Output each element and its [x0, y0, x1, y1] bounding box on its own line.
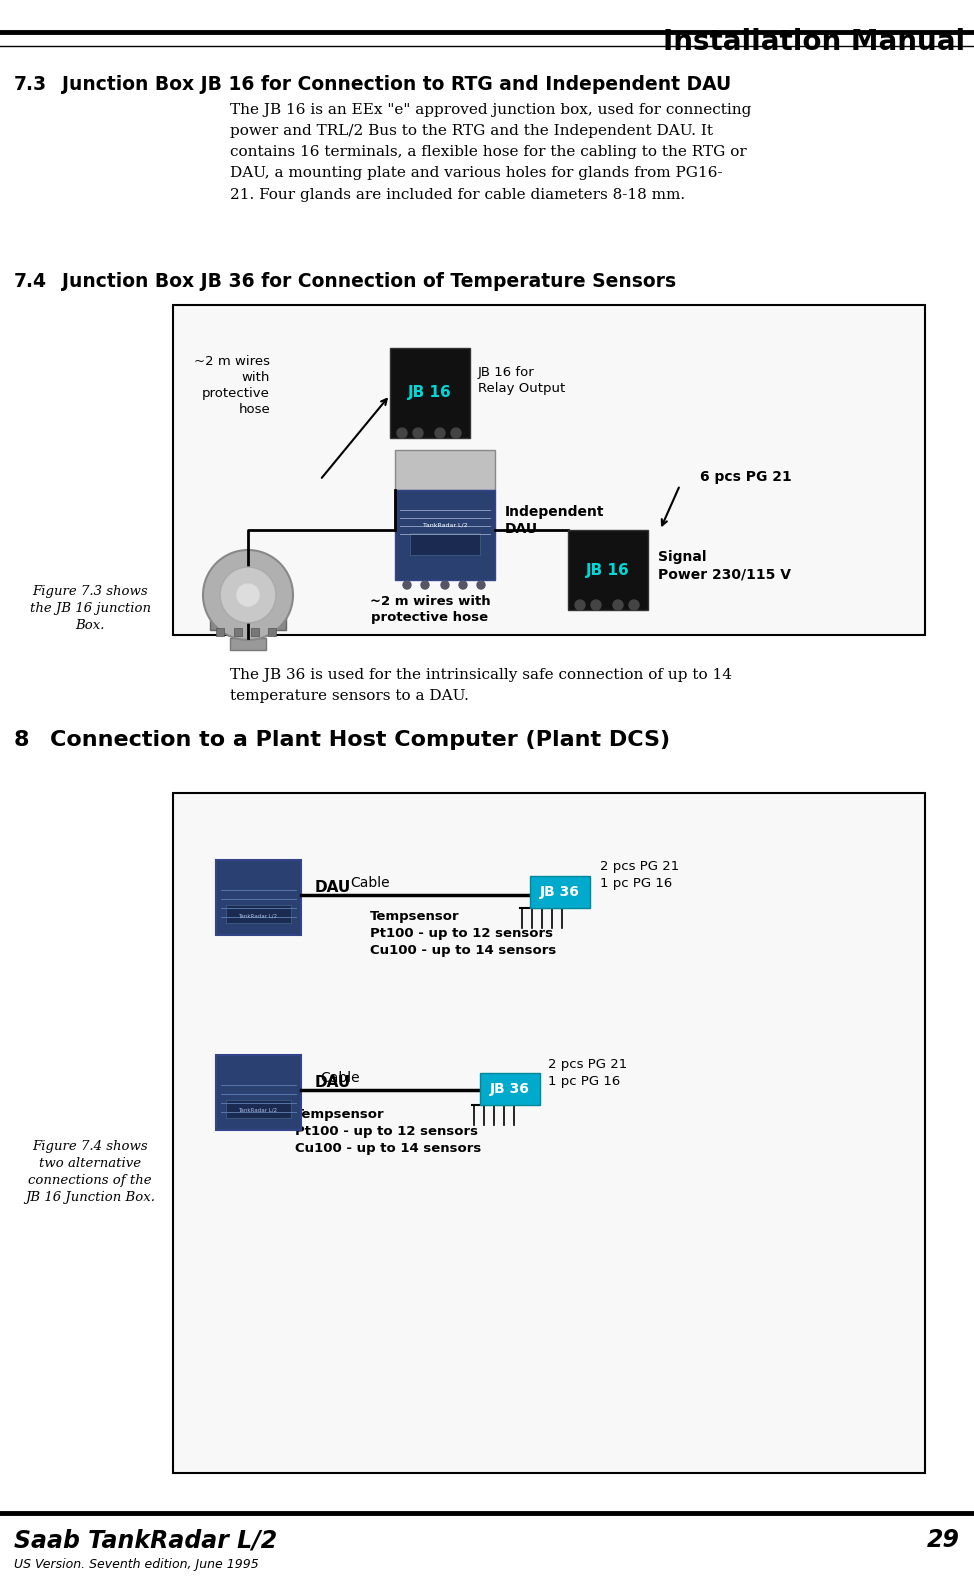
Text: US Version. Seventh edition, June 1995: US Version. Seventh edition, June 1995 [14, 1559, 259, 1571]
Bar [173, 306, 925, 635]
Text: Saab TankRadar L/2: Saab TankRadar L/2 [14, 1528, 278, 1552]
Text: ~2 m wires
with
protective
hose: ~2 m wires with protective hose [194, 355, 270, 416]
Circle shape [203, 549, 293, 640]
Circle shape [629, 600, 639, 610]
Text: Junction Box JB 16 for Connection to RTG and Independent DAU: Junction Box JB 16 for Connection to RTG… [62, 75, 731, 94]
Text: Independent
DAU: Independent DAU [505, 505, 605, 537]
Circle shape [451, 428, 461, 438]
Circle shape [575, 600, 585, 610]
Text: 8: 8 [14, 731, 29, 750]
Text: Figure 7.4 shows
two alternative
connections of the
JB 16 Junction Box.: Figure 7.4 shows two alternative connect… [25, 1140, 155, 1204]
Bar [530, 876, 590, 907]
Bar [480, 1073, 540, 1105]
Text: Tempsensor
Pt100 - up to 12 sensors
Cu100 - up to 14 sensors: Tempsensor Pt100 - up to 12 sensors Cu10… [295, 1108, 481, 1156]
Text: TankRadar L/2: TankRadar L/2 [239, 912, 278, 919]
Circle shape [435, 428, 445, 438]
Text: JB 36: JB 36 [490, 1083, 530, 1095]
Circle shape [397, 428, 407, 438]
Text: Tempsensor
Pt100 - up to 12 sensors
Cu100 - up to 14 sensors: Tempsensor Pt100 - up to 12 sensors Cu10… [370, 911, 556, 957]
Bar [230, 638, 266, 650]
Circle shape [236, 583, 260, 607]
Text: Cable: Cable [320, 1071, 359, 1086]
Bar [216, 627, 224, 635]
Circle shape [613, 600, 623, 610]
Bar [395, 451, 495, 490]
Circle shape [421, 581, 429, 589]
Circle shape [413, 428, 423, 438]
Text: Cable: Cable [351, 876, 390, 890]
Text: 7.3: 7.3 [14, 75, 47, 94]
Text: JB 16: JB 16 [586, 562, 630, 578]
Text: The JB 16 is an EEx "e" approved junction box, used for connecting
power and TRL: The JB 16 is an EEx "e" approved junctio… [230, 103, 751, 202]
Bar [390, 349, 470, 438]
Text: DAU: DAU [315, 880, 352, 895]
Text: Figure 7.3 shows
the JB 16 junction
Box.: Figure 7.3 shows the JB 16 junction Box. [29, 584, 151, 632]
Circle shape [403, 581, 411, 589]
Bar [234, 627, 242, 635]
Bar [173, 793, 925, 1473]
Bar [226, 904, 291, 923]
Text: ~2 m wires with
protective hose: ~2 m wires with protective hose [370, 595, 490, 624]
Text: TH: TH [237, 567, 260, 581]
Text: JB 16 for
Relay Output: JB 16 for Relay Output [478, 366, 565, 395]
Circle shape [441, 581, 449, 589]
Text: Signal
Power 230/115 V: Signal Power 230/115 V [658, 549, 791, 581]
Text: TankRadar L/2: TankRadar L/2 [423, 522, 468, 527]
Bar [210, 610, 286, 630]
Bar [216, 860, 301, 935]
Text: 29: 29 [927, 1528, 960, 1552]
Circle shape [591, 600, 601, 610]
Text: The JB 36 is used for the intrinsically safe connection of up to 14
temperature : The JB 36 is used for the intrinsically … [230, 669, 732, 704]
Text: JB 36: JB 36 [540, 885, 580, 899]
Text: TankRadar L/2: TankRadar L/2 [239, 1108, 278, 1113]
Bar [395, 490, 495, 579]
Bar [268, 627, 276, 635]
Text: Connection to a Plant Host Computer (Plant DCS): Connection to a Plant Host Computer (Pla… [50, 731, 670, 750]
Bar [568, 530, 648, 610]
Text: 2 pcs PG 21
1 pc PG 16: 2 pcs PG 21 1 pc PG 16 [600, 860, 679, 890]
Text: DAU: DAU [315, 1075, 352, 1091]
Circle shape [477, 581, 485, 589]
Circle shape [220, 567, 276, 622]
Text: Junction Box JB 36 for Connection of Temperature Sensors: Junction Box JB 36 for Connection of Tem… [62, 272, 676, 291]
Bar [216, 1055, 301, 1130]
Text: 2 pcs PG 21
1 pc PG 16: 2 pcs PG 21 1 pc PG 16 [548, 1059, 627, 1087]
Bar [251, 627, 259, 635]
Circle shape [459, 581, 467, 589]
Text: Installation Manual: Installation Manual [663, 29, 965, 56]
Text: 6 pcs PG 21: 6 pcs PG 21 [700, 470, 792, 484]
Bar [410, 533, 480, 556]
Text: 7.4: 7.4 [14, 272, 47, 291]
Bar [226, 1100, 291, 1118]
Text: JB 16: JB 16 [408, 385, 452, 401]
